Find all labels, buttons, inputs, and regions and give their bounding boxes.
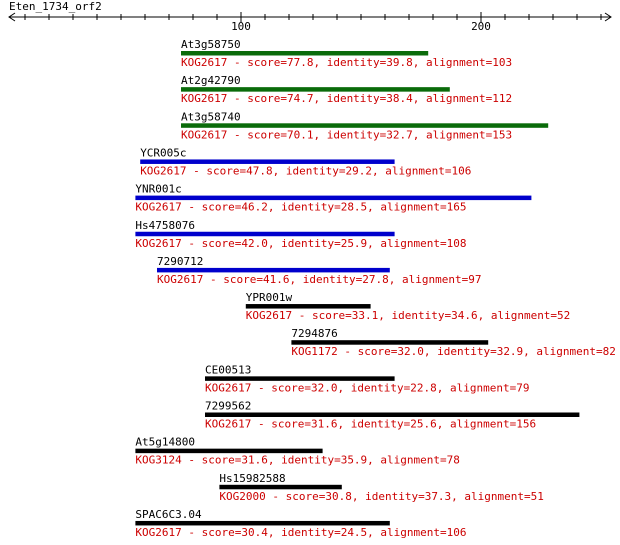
hit-name[interactable]: At2g42790 — [181, 74, 241, 87]
hit-info: KOG2617 - score=33.1, identity=34.6, ali… — [246, 309, 571, 322]
axis-tick-label: 100 — [231, 20, 251, 33]
hit-bar[interactable] — [135, 520, 390, 526]
hit-name[interactable]: SPAC6C3.04 — [135, 508, 202, 521]
hit-info: KOG2617 - score=31.6, identity=25.6, ali… — [205, 418, 536, 431]
axis-right-arrow — [604, 12, 612, 22]
hit-bar[interactable] — [135, 195, 532, 201]
hit-info: KOG2617 - score=41.6, identity=27.8, ali… — [157, 273, 482, 286]
hit-bar[interactable] — [140, 159, 395, 164]
hit-info: KOG2617 - score=42.0, identity=25.9, ali… — [135, 237, 466, 250]
axis-left-arrow — [8, 12, 16, 22]
hit-info: KOG2000 - score=30.8, identity=37.3, ali… — [219, 490, 544, 503]
hit-info: KOG2617 - score=32.0, identity=22.8, ali… — [205, 381, 530, 394]
hit-info: KOG3124 - score=31.6, identity=35.9, ali… — [135, 454, 460, 467]
hit-bar[interactable] — [181, 123, 549, 128]
hit-bar[interactable] — [205, 412, 580, 418]
hit-bar[interactable] — [205, 376, 395, 381]
hit-info: KOG2617 - score=46.2, identity=28.5, ali… — [135, 201, 466, 214]
hit-bar[interactable] — [219, 484, 342, 490]
hit-info: KOG2617 - score=70.1, identity=32.7, ali… — [181, 128, 512, 141]
hit-name[interactable]: Hs4758076 — [135, 219, 195, 232]
hit-name[interactable]: YCR005c — [140, 146, 186, 159]
axis-tick-label: 200 — [471, 20, 491, 33]
hit-name[interactable]: Hs15982588 — [219, 472, 285, 485]
hit-name[interactable]: At5g14800 — [135, 436, 195, 449]
hit-name[interactable]: CE00513 — [205, 363, 251, 376]
hit-name[interactable]: YNR001c — [135, 183, 181, 196]
hit-info: KOG2617 - score=77.8, identity=39.8, ali… — [181, 56, 512, 69]
hit-name[interactable]: 7299562 — [205, 400, 251, 413]
hit-bar[interactable] — [157, 267, 390, 273]
hit-info: KOG1172 - score=32.0, identity=32.9, ali… — [291, 345, 616, 358]
hit-name[interactable]: YPR001w — [246, 291, 293, 304]
hit-name[interactable]: At3g58750 — [181, 38, 241, 51]
hit-bar[interactable] — [135, 231, 395, 237]
hit-info: KOG2617 - score=47.8, identity=29.2, ali… — [140, 164, 471, 177]
hit-bar[interactable] — [291, 340, 489, 345]
hit-name[interactable]: 7290712 — [157, 255, 203, 268]
query-title: Eten_1734_orf2 — [9, 0, 102, 13]
hit-name[interactable]: 7294876 — [291, 327, 337, 340]
hit-name[interactable]: At3g58740 — [181, 110, 241, 123]
hit-bar[interactable] — [181, 51, 429, 56]
hit-bar[interactable] — [181, 87, 450, 92]
hit-info: KOG2617 - score=30.4, identity=24.5, ali… — [135, 526, 466, 539]
hit-bar[interactable] — [135, 448, 323, 454]
hit-info: KOG2617 - score=74.7, identity=38.4, ali… — [181, 92, 512, 105]
hit-bar[interactable] — [245, 304, 371, 309]
